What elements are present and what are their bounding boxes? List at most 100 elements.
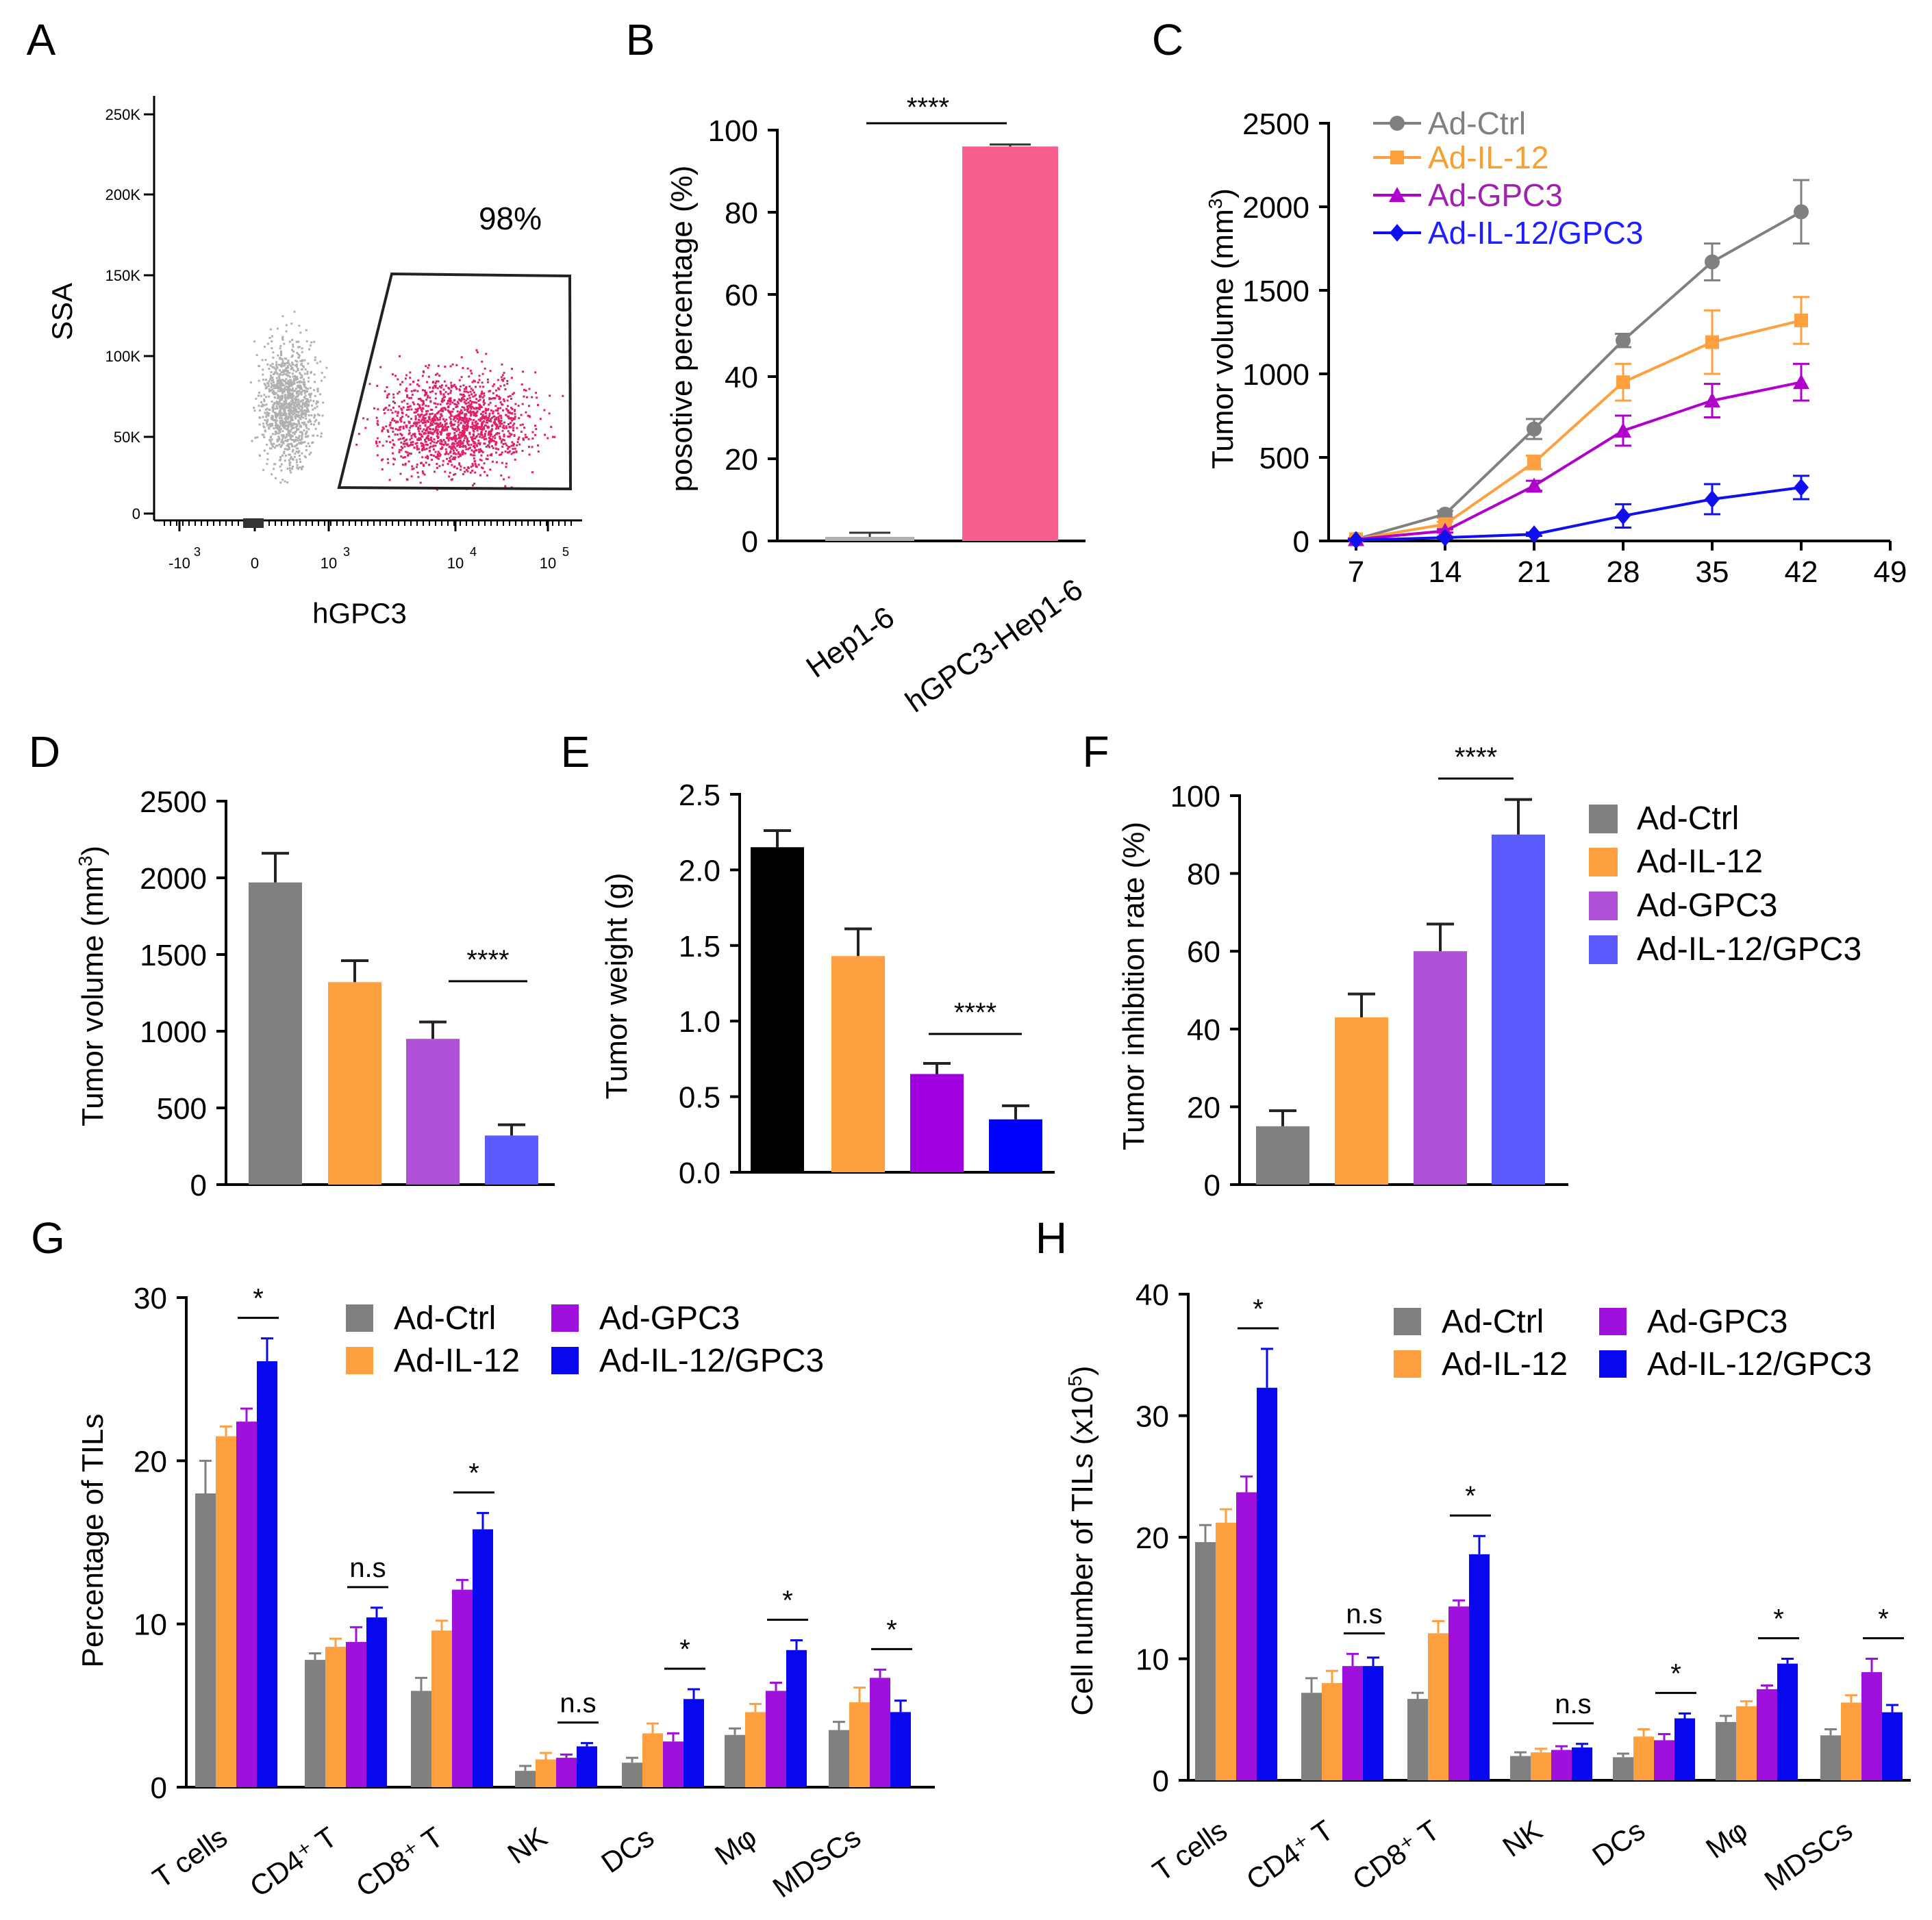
event-dot xyxy=(291,439,294,441)
event-dot xyxy=(536,396,538,399)
event-dot xyxy=(445,422,448,425)
event-dot xyxy=(278,437,281,440)
event-dot xyxy=(453,415,455,418)
event-dot xyxy=(391,412,394,414)
event-dot xyxy=(535,392,538,394)
event-dot xyxy=(270,382,273,385)
event-dot xyxy=(424,391,427,394)
bar-ad-il-12-gpc3 xyxy=(1492,834,1545,1185)
event-dot xyxy=(414,442,417,445)
event-dot xyxy=(453,465,456,468)
y-tick-label: 20 xyxy=(134,1445,167,1478)
event-dot xyxy=(276,444,279,447)
event-dot xyxy=(299,461,302,463)
event-dot xyxy=(467,404,470,407)
event-dot xyxy=(399,383,402,386)
event-dot xyxy=(502,443,505,445)
event-dot xyxy=(278,416,281,419)
axis-noise-block xyxy=(243,518,264,528)
event-dot xyxy=(273,419,276,422)
y-tick-label: 0 xyxy=(1204,1169,1220,1202)
event-dot xyxy=(512,429,514,432)
event-dot xyxy=(442,464,444,466)
event-dot xyxy=(514,458,516,461)
panel-label-a: A xyxy=(27,15,56,64)
event-dot xyxy=(301,411,304,414)
event-dot xyxy=(280,412,283,414)
event-dot xyxy=(489,435,492,438)
event-dot xyxy=(534,433,537,436)
event-dot xyxy=(490,425,493,427)
event-dot xyxy=(451,442,454,444)
bar-ad-ctrl xyxy=(1195,1542,1216,1780)
event-dot xyxy=(295,444,297,447)
event-dot xyxy=(289,394,292,396)
event-dot xyxy=(286,394,289,396)
significance-label: * xyxy=(1878,1604,1889,1634)
event-dot xyxy=(295,411,298,413)
event-dot xyxy=(268,439,271,442)
event-dot xyxy=(459,399,462,401)
significance-label: **** xyxy=(907,92,949,123)
event-dot xyxy=(456,467,458,470)
event-dot xyxy=(481,424,484,427)
y-tick-label: 60 xyxy=(725,279,758,312)
event-dot xyxy=(459,412,462,415)
event-dot xyxy=(279,400,281,402)
event-dot xyxy=(521,423,524,426)
event-dot xyxy=(474,471,477,474)
event-dot xyxy=(284,459,286,462)
event-dot xyxy=(514,413,516,416)
y-tick-label: 30 xyxy=(134,1282,167,1315)
event-dot xyxy=(479,404,481,407)
event-dot xyxy=(398,449,401,451)
data-point xyxy=(1794,478,1809,496)
event-dot xyxy=(475,444,478,446)
event-dot xyxy=(478,408,481,411)
event-dot xyxy=(514,409,516,412)
event-dot xyxy=(364,427,367,429)
event-dot xyxy=(463,398,466,401)
event-dot xyxy=(482,401,485,403)
event-dot xyxy=(472,410,475,413)
event-dot xyxy=(442,388,445,391)
event-dot xyxy=(500,376,503,379)
panel-label-f: F xyxy=(1082,727,1109,776)
event-dot xyxy=(427,364,430,366)
significance-label: * xyxy=(679,1634,690,1665)
event-dot xyxy=(289,457,292,460)
event-dot xyxy=(468,411,471,414)
event-dot xyxy=(469,390,472,393)
event-dot xyxy=(288,390,290,392)
event-dot xyxy=(475,398,478,401)
event-dot xyxy=(297,393,300,396)
event-dot xyxy=(392,401,394,403)
event-dot xyxy=(355,444,358,446)
event-dot xyxy=(284,372,286,375)
event-dot xyxy=(481,415,484,418)
event-dot xyxy=(459,446,461,449)
event-dot xyxy=(457,413,460,416)
event-dot xyxy=(397,412,399,414)
event-dot xyxy=(362,417,365,420)
event-dot xyxy=(481,396,484,399)
event-dot xyxy=(299,372,301,375)
y-axis-label: Cell number of TILs (x105) xyxy=(1064,1365,1099,1715)
event-dot xyxy=(442,439,445,442)
event-dot xyxy=(444,396,447,399)
event-dot xyxy=(292,381,295,384)
panel-letter: A xyxy=(27,15,56,64)
event-dot xyxy=(419,397,422,400)
event-dot xyxy=(424,425,427,427)
event-dot xyxy=(441,410,444,413)
event-dot xyxy=(409,438,412,441)
legend-item: Ad-GPC3 xyxy=(1373,177,1563,213)
event-dot xyxy=(291,392,294,394)
event-dot xyxy=(463,388,466,390)
event-dot xyxy=(493,420,496,423)
event-dot xyxy=(264,384,267,387)
event-dot xyxy=(294,438,297,441)
bar-ad-il-12 xyxy=(745,1712,766,1787)
event-dot xyxy=(424,417,427,420)
